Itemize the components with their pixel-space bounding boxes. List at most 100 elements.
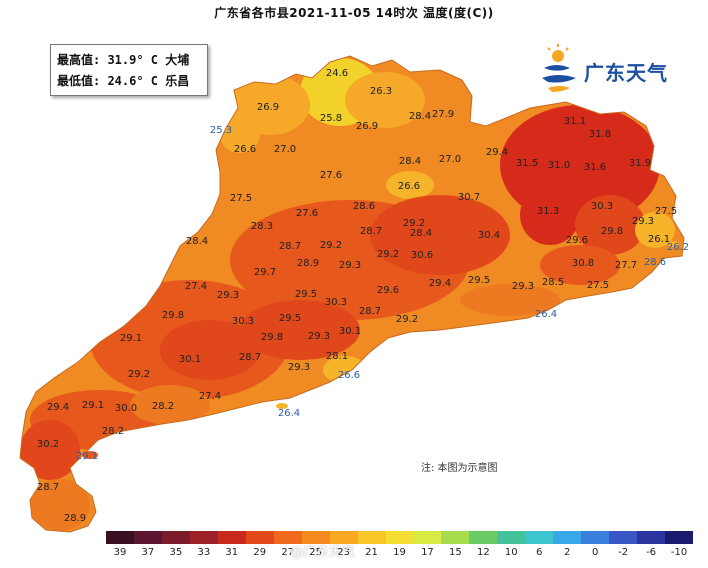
legend-swatch xyxy=(106,531,135,544)
station-temp-label: 29.2 xyxy=(403,218,425,229)
station-temp-label: 27.9 xyxy=(432,109,454,120)
legend-swatch xyxy=(497,531,526,544)
min-value-line: 最低值: 24.6° C 乐昌 xyxy=(57,74,190,88)
station-temp-label: 28.7 xyxy=(37,482,59,493)
station-temp-label: 28.4 xyxy=(409,111,431,122)
station-temp-label: 29.5 xyxy=(279,313,301,324)
station-temp-label: 30.3 xyxy=(325,297,347,308)
station-temp-label: 30.6 xyxy=(411,250,433,261)
legend-swatch xyxy=(525,531,554,544)
legend-swatch xyxy=(441,531,470,544)
legend-swatch xyxy=(553,531,582,544)
station-temp-label: 27.0 xyxy=(274,144,296,155)
station-temp-label: 29.3 xyxy=(308,331,330,342)
station-temp-label: 28.7 xyxy=(360,226,382,237)
station-temp-label: 31.9 xyxy=(629,158,651,169)
station-temp-label: 28.1 xyxy=(326,351,348,362)
legend-swatch xyxy=(301,531,331,544)
max-value-line: 最高值: 31.9° C 大埔 xyxy=(57,53,190,67)
station-temp-label: 30.7 xyxy=(458,192,480,203)
legend-swatch xyxy=(329,531,359,544)
island xyxy=(669,241,679,247)
station-value-labels: 24.626.327.926.925.826.928.425.326.6 27.0… xyxy=(37,68,689,524)
station-temp-label: 29.2 xyxy=(128,369,150,380)
station-temp-label: 29.8 xyxy=(162,310,184,321)
legend-swatch xyxy=(609,531,638,544)
legend-label: 33 xyxy=(197,547,211,558)
station-temp-label: 28.2 xyxy=(152,401,174,412)
station-temp-label: 27.4 xyxy=(185,281,207,292)
station-temp-label: 25.8 xyxy=(320,113,342,124)
station-temp-label: 29.4 xyxy=(47,402,69,413)
legend-label: 19 xyxy=(393,547,406,558)
station-temp-label: 28.5 xyxy=(542,277,564,288)
station-temp-label: 30.1 xyxy=(339,326,361,337)
station-temp-label: 29.1 xyxy=(76,451,98,462)
legend-label: 21 xyxy=(365,547,378,558)
station-temp-label: 29.6 xyxy=(377,285,399,296)
legend-swatch xyxy=(217,531,247,544)
station-temp-label: 26.3 xyxy=(370,86,392,97)
station-temp-label: 29.7 xyxy=(254,267,276,278)
station-temp-label: 31.3 xyxy=(537,206,559,217)
station-temp-label: 29.1 xyxy=(82,400,104,411)
legend-label: 12 xyxy=(476,547,490,558)
station-temp-label: 29.1 xyxy=(120,333,142,344)
station-temp-label: 27.4 xyxy=(199,391,221,402)
legend-label: 17 xyxy=(421,547,434,558)
watermark: @广东天气 xyxy=(290,545,356,560)
legend-swatch xyxy=(133,531,163,544)
station-temp-label: 28.7 xyxy=(279,241,301,252)
temperature-legend-labels: 39 37 35 33 31 29 27 25 23 21 19 17 15 12 10 6 2 0 -2 -6 -10 xyxy=(106,547,693,561)
station-temp-label: 27.0 xyxy=(439,154,461,165)
legend-swatch xyxy=(413,531,442,544)
legend-swatch xyxy=(385,531,414,544)
legend-label: 31 xyxy=(225,547,239,558)
station-temp-label: 26.1 xyxy=(648,234,670,245)
station-temp-label: 28.4 xyxy=(410,228,432,239)
station-temp-label: 29.3 xyxy=(217,290,239,301)
station-temp-label: 31.8 xyxy=(589,129,611,140)
station-temp-label: 26.6 xyxy=(338,370,360,381)
station-temp-label: 29.3 xyxy=(339,260,361,271)
station-temp-label: 27.5 xyxy=(655,206,677,217)
legend-label: 39 xyxy=(113,547,127,558)
province-outline xyxy=(19,55,685,533)
station-temp-label: 29.4 xyxy=(429,278,451,289)
legend-label: 35 xyxy=(169,547,183,558)
sun-wave-logo-icon xyxy=(542,44,576,92)
station-temp-label: 31.1 xyxy=(564,116,586,127)
station-temp-label: 28.6 xyxy=(644,257,666,268)
extreme-values-box: 最高值: 31.9° C 大埔 最低值: 24.6° C 乐昌 xyxy=(50,44,208,96)
station-temp-label: 30.8 xyxy=(572,258,594,269)
legend-label: 29 xyxy=(253,547,267,558)
station-temp-label: 30.4 xyxy=(478,230,500,241)
station-temp-label: 31.6 xyxy=(584,162,606,173)
legend-label: 10 xyxy=(504,547,518,558)
station-temp-label: 26.4 xyxy=(278,408,300,419)
station-temp-label: 28.7 xyxy=(239,352,261,363)
legend-label: 0 xyxy=(591,547,599,558)
island xyxy=(276,403,288,409)
station-temp-label: 28.7 xyxy=(359,306,381,317)
station-temp-label: 24.6 xyxy=(326,68,348,79)
station-temp-label: 31.0 xyxy=(548,160,570,171)
logo-text: 广东天气 xyxy=(584,61,668,85)
station-temp-label: 30.3 xyxy=(591,201,613,212)
station-temp-label: 26.6 xyxy=(398,181,420,192)
legend-swatch xyxy=(665,531,694,544)
station-temp-label: 26.4 xyxy=(535,309,557,320)
legend-label: 37 xyxy=(141,547,155,558)
station-temp-label: 28.4 xyxy=(186,236,208,247)
station-temp-label: 29.2 xyxy=(396,314,418,325)
station-temp-label: 27.5 xyxy=(587,280,609,291)
station-temp-label: 28.9 xyxy=(297,258,319,269)
station-temp-label: 28.2 xyxy=(102,426,124,437)
station-temp-label: 26.9 xyxy=(356,121,378,132)
legend-label: 6 xyxy=(536,547,543,558)
legend-swatch xyxy=(581,531,610,544)
legend-swatch xyxy=(637,531,666,544)
legend-label: 23 xyxy=(337,547,350,558)
station-temp-label: 25.3 xyxy=(210,125,232,136)
